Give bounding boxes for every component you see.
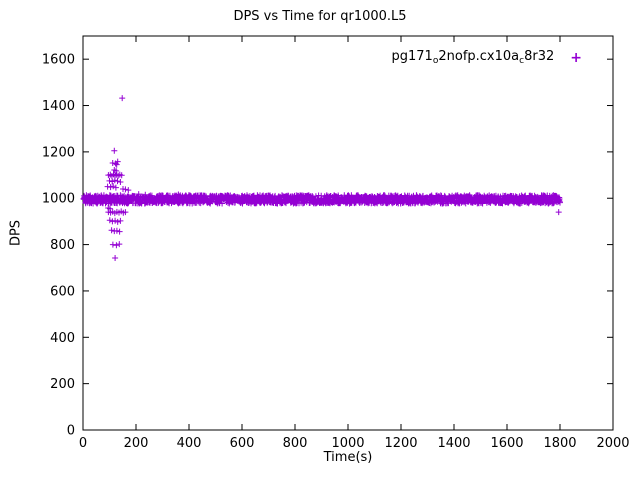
- legend-series-label: pg171o2nofp.cx10ac8r32: [392, 49, 555, 66]
- chart-title: DPS vs Time for qr1000.L5: [233, 9, 407, 24]
- legend-label-part: pg171: [391, 49, 433, 64]
- y-tick-label: 1400: [42, 99, 75, 114]
- y-tick-label: 800: [50, 238, 75, 253]
- x-tick-label: 2000: [596, 436, 629, 451]
- legend-label-part: o: [432, 56, 439, 66]
- y-tick-label: 1600: [42, 53, 75, 68]
- legend-label-part: 2nofp.cx10a: [438, 49, 520, 64]
- x-tick-label: 400: [177, 436, 202, 451]
- data-points: [80, 95, 563, 261]
- x-tick-label: 1000: [331, 436, 364, 451]
- x-tick-label: 1200: [384, 436, 417, 451]
- x-tick-label: 1400: [437, 436, 470, 451]
- y-tick-label: 1200: [42, 145, 75, 160]
- x-tick-label: 600: [230, 436, 255, 451]
- legend-marker-icon: +: [570, 49, 582, 66]
- plot-border: [82, 35, 614, 431]
- legend: pg171o2nofp.cx10ac8r32 +: [392, 49, 582, 66]
- y-tick-label: 200: [50, 377, 75, 392]
- y-tick-label: 600: [50, 284, 75, 299]
- x-tick-label: 800: [283, 436, 308, 451]
- x-tick-label: 0: [79, 436, 87, 451]
- legend-label-part: c: [519, 56, 525, 66]
- legend-label-part: 8r32: [524, 49, 555, 64]
- x-tick-label: 1600: [490, 436, 523, 451]
- y-tick-label: 0: [67, 424, 75, 439]
- x-tick-label: 1800: [543, 436, 576, 451]
- y-axis-label: DPS: [8, 219, 24, 247]
- y-tick-label: 1000: [42, 192, 75, 207]
- x-axis-label: Time(s): [323, 450, 373, 465]
- x-tick-label: 200: [124, 436, 149, 451]
- y-tick-label: 400: [50, 331, 75, 346]
